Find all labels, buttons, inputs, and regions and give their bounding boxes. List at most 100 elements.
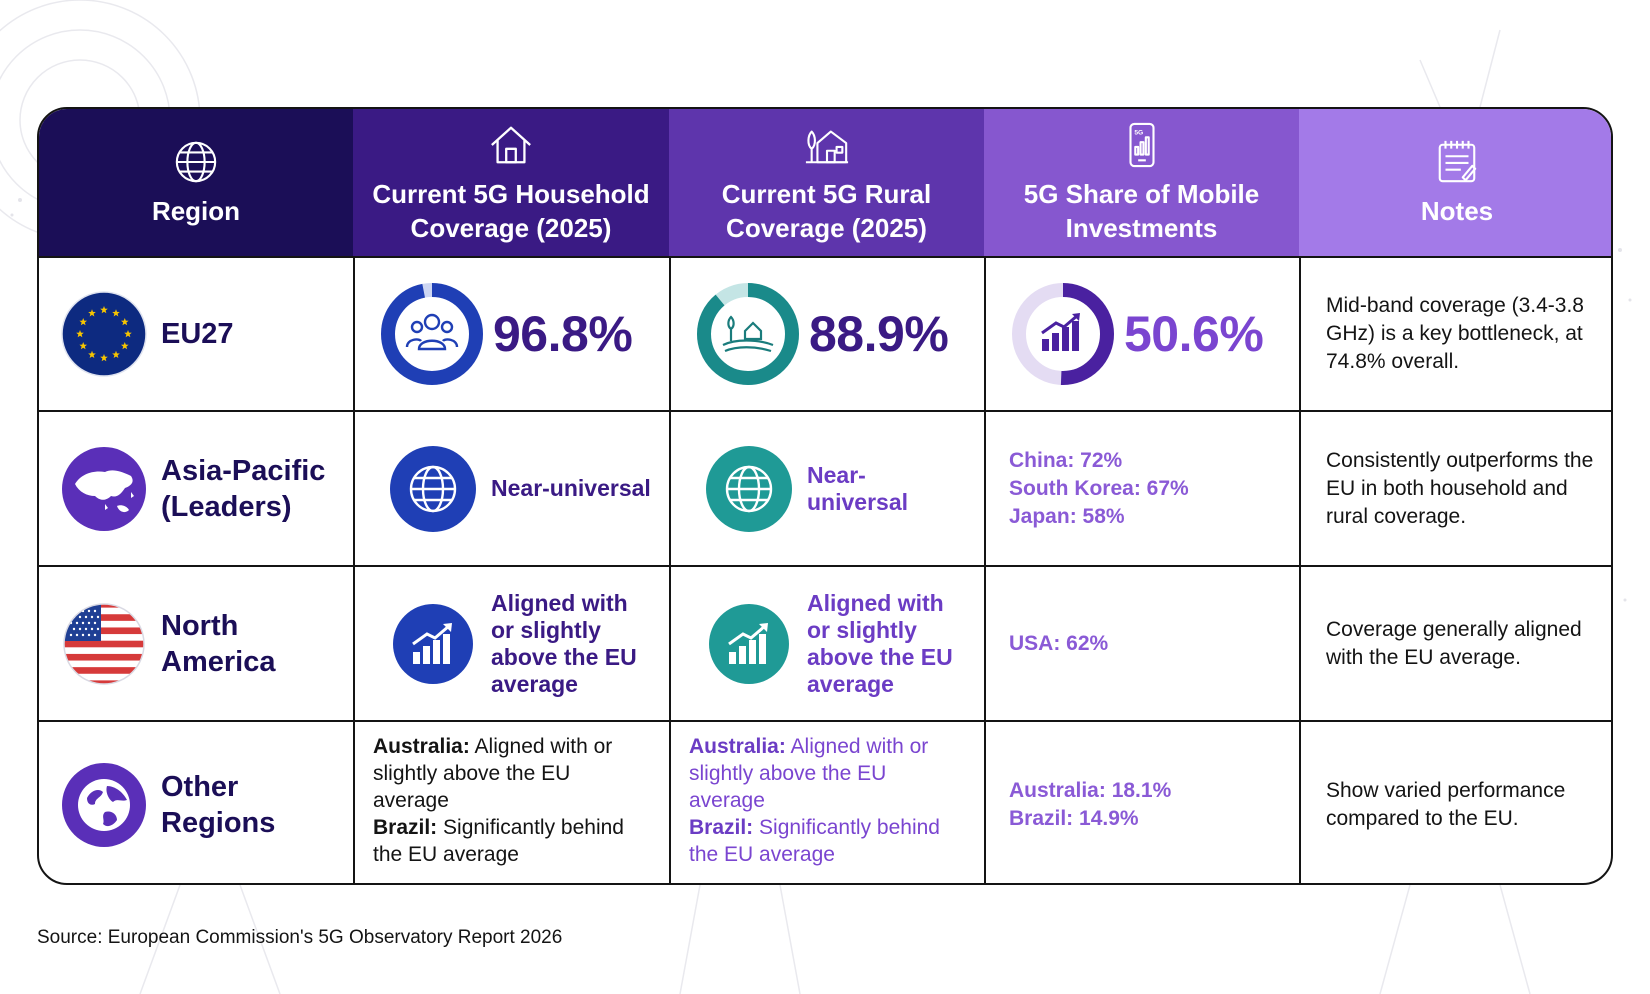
us-star: [72, 627, 76, 630]
us-star: [96, 615, 100, 618]
us-star: [84, 615, 88, 618]
other-investment-cell: Australia: 18.1% Brazil: 14.9%: [984, 720, 1299, 883]
us-stripe: [64, 603, 144, 608]
us-stripe: [64, 679, 144, 684]
us-star: [75, 621, 79, 624]
rural-coverage-ring: [697, 283, 799, 385]
investment-line: USA: 62%: [1009, 631, 1109, 655]
us-star: [69, 609, 73, 612]
growth-chart-icon: [393, 603, 473, 684]
eu-star: [79, 342, 88, 350]
us-star: [69, 633, 73, 636]
country-label: Brazil:: [689, 816, 754, 839]
na-household-cell: Aligned with or slightly above the EU av…: [353, 565, 669, 720]
country-text: Aligned with or slightly above the EU av…: [689, 735, 929, 812]
us-star: [93, 609, 97, 612]
country-text: Significantly behind the EU average: [689, 816, 940, 866]
other-household-cell: Australia: Aligned with or slightly abov…: [353, 720, 669, 883]
bar-chart-icon: [1041, 313, 1080, 351]
us-star: [75, 633, 79, 636]
asia-notes-cell: Consistently outperforms the EU in both …: [1299, 410, 1611, 565]
rural-status: Near-universal: [807, 461, 908, 515]
source-note: Source: European Commission's 5G Observa…: [37, 927, 563, 948]
us-star: [93, 633, 97, 636]
asia-household-cell: Near-universal: [353, 410, 669, 565]
region-name: North America: [161, 609, 276, 678]
household-coverage-ring: [381, 283, 483, 385]
country-label: Brazil:: [373, 816, 438, 839]
coverage-table: Region Current 5G Household Coverage (20…: [37, 107, 1613, 885]
phone-chart-icon: 5G: [1128, 122, 1155, 167]
header-rural: Current 5G Rural Coverage (2025): [669, 109, 984, 256]
header-household: Current 5G Household Coverage (2025): [353, 109, 669, 256]
table-row-asia-region: Asia-Pacific (Leaders): [39, 410, 353, 565]
investment-line: South Korea: 67%: [1009, 476, 1189, 500]
notes-text: Show varied performance compared to the …: [1326, 778, 1566, 830]
us-stripe: [64, 613, 144, 621]
header-label: 5G Share of Mobile Investments: [1023, 178, 1260, 243]
table-row-eu27-region: EU27: [39, 256, 353, 410]
household-ring-arc: [381, 283, 483, 385]
investment-share-ring: [1012, 283, 1114, 385]
us-star: [93, 621, 97, 624]
house-icon: [491, 126, 531, 163]
us-star: [78, 627, 82, 630]
eu-star: [100, 354, 108, 362]
other-notes-cell: Show varied performance compared to the …: [1299, 720, 1611, 883]
rural-value: 88.9%: [809, 306, 949, 362]
region-name: EU27: [161, 318, 234, 350]
rural-house-icon: [805, 130, 848, 163]
rural-status: Aligned with or slightly above the EU av…: [807, 589, 953, 697]
us-stripe: [64, 626, 144, 634]
eu-star: [100, 306, 108, 314]
country-text: Significantly behind the EU average: [373, 816, 624, 866]
us-star: [81, 621, 85, 624]
eu27-household-cell: 96.8%: [353, 256, 669, 410]
world-globe-icon: [62, 762, 146, 847]
region-name: Other Regions: [161, 770, 276, 839]
svg-text:5G: 5G: [1134, 129, 1143, 136]
people-icon: [405, 313, 459, 351]
us-star: [87, 609, 91, 612]
globe-icon: [175, 141, 217, 182]
eu-star: [112, 309, 120, 317]
household-status: Near-universal: [491, 475, 651, 501]
region-name: Asia-Pacific (Leaders): [161, 454, 326, 523]
investment-value: 50.6%: [1124, 306, 1264, 362]
eu-star: [88, 350, 96, 359]
us-star: [87, 621, 91, 624]
household-status: Aligned with or slightly above the EU av…: [491, 589, 637, 697]
header-label: Current 5G Household Coverage (2025): [372, 178, 650, 243]
eu27-rural-cell: 88.9%: [669, 256, 984, 410]
eu-star: [124, 330, 132, 338]
country-text: Aligned with or slightly above the EU av…: [373, 735, 613, 812]
table-row-na-region: North America: [39, 565, 353, 720]
notes-text: Mid-band coverage (3.4-3.8 GHz) is a key…: [1326, 294, 1584, 373]
us-stripe: [64, 666, 144, 674]
header-label: Notes: [1420, 195, 1494, 226]
investment-line: Australia: 18.1%: [1009, 778, 1172, 802]
eu27-investment-cell: 50.6%: [984, 256, 1299, 410]
header-label: Current 5G Rural Coverage (2025): [721, 178, 932, 243]
asia-rural-cell: Near-universal: [669, 410, 984, 565]
other-rural-cell: Australia: Aligned with or slightly abov…: [669, 720, 984, 883]
na-investment-cell: USA: 62%: [984, 565, 1299, 720]
eu-star: [120, 342, 129, 350]
eu27-notes-cell: Mid-band coverage (3.4-3.8 GHz) is a key…: [1299, 256, 1611, 410]
asia-investment-cell: China: 72% South Korea: 67% Japan: 58%: [984, 410, 1299, 565]
investment-line: Brazil: 14.9%: [1009, 806, 1139, 830]
header-investment: 5G 5G Share of Mobile Investments: [984, 109, 1299, 256]
us-star: [90, 627, 94, 630]
us-star: [87, 633, 91, 636]
us-star: [78, 615, 82, 618]
header-notes: Notes: [1299, 109, 1611, 256]
eu-star: [88, 309, 96, 317]
na-rural-cell: Aligned with or slightly above the EU av…: [669, 565, 984, 720]
investment-line: Japan: 58%: [1009, 504, 1125, 528]
table-row-other-region: Other Regions: [39, 720, 353, 883]
eu-star: [79, 318, 88, 326]
us-star: [90, 615, 94, 618]
us-stripe: [64, 653, 144, 661]
eu-star: [120, 318, 129, 326]
investment-line: China: 72%: [1009, 448, 1123, 472]
